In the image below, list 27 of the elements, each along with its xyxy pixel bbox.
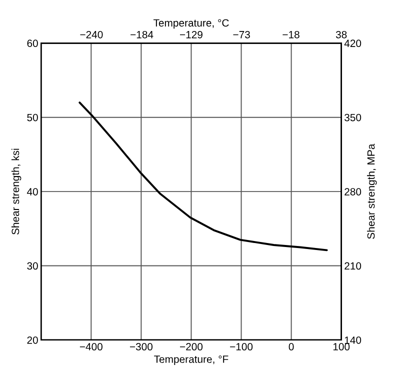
y2-tick-label: 210 xyxy=(344,262,362,270)
y-tick-label: 60 xyxy=(27,40,38,48)
x-tick-label: −100 xyxy=(230,343,253,350)
x2-tick-label: −129 xyxy=(180,30,202,38)
y-tick-label: 40 xyxy=(26,188,38,196)
x-tick-label: −400 xyxy=(80,343,102,350)
x2-tick-label: 38 xyxy=(336,30,347,38)
x-tick-label: 100 xyxy=(333,343,350,350)
x2-tick-label: −73 xyxy=(233,30,250,38)
y2-tick-label: 420 xyxy=(344,40,362,48)
x2-tick-label: −240 xyxy=(80,30,103,38)
x-tick-label: −300 xyxy=(130,343,153,350)
x2-axis-title: Temperature, °C xyxy=(153,19,229,29)
x-axis-title: Temperature, °F xyxy=(154,356,228,365)
x2-tick-label: −18 xyxy=(282,30,300,38)
y2-tick-label: 280 xyxy=(344,188,362,196)
y2-tick-label: 140 xyxy=(344,336,362,344)
x-tick-label: 0 xyxy=(288,343,294,350)
x-tick-label: −200 xyxy=(180,343,203,350)
y2-tick-label: 350 xyxy=(344,114,362,122)
x2-tick-label: −184 xyxy=(130,30,154,38)
y-tick-label: 30 xyxy=(27,262,38,270)
y-tick-label: 50 xyxy=(27,114,38,122)
y-tick-label: 20 xyxy=(27,336,38,344)
line-series xyxy=(78,102,328,252)
y-axis-title: Shear strength, ksi xyxy=(11,148,22,235)
y2-axis-title: Shear strength, MPa xyxy=(367,144,377,239)
